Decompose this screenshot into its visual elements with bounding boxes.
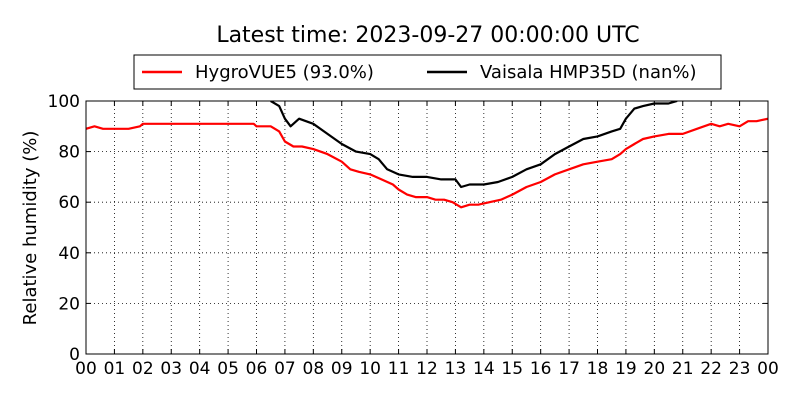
y-tick-label: 100 (48, 92, 80, 112)
x-tick-label: 11 (388, 359, 410, 379)
grid (86, 101, 768, 354)
x-tick-label: 02 (132, 359, 154, 379)
x-tick-label: 05 (217, 359, 239, 379)
x-tick-label: 23 (729, 359, 751, 379)
series-line-vaisala (270, 101, 678, 189)
x-tick-label: 09 (331, 359, 353, 379)
x-tick-label: 01 (104, 359, 126, 379)
legend: HygroVUE5 (93.0%) Vaisala HMP35D (nan%) (133, 54, 722, 90)
plot-frame (85, 100, 769, 355)
x-tick-label: 03 (160, 359, 182, 379)
y-tick-labels: 0 20 40 60 80 100 (48, 92, 80, 365)
y-tick-label: 0 (69, 345, 80, 365)
legend-label-vaisala: Vaisala HMP35D (nan%) (480, 62, 697, 83)
x-tick-label: 10 (359, 359, 381, 379)
x-tick-label: 16 (530, 359, 552, 379)
x-tick-labels: 00 01 02 03 04 05 06 07 08 09 10 11 12 13 14 15 16 17 18 19… (75, 359, 779, 379)
x-tick-label: 19 (615, 359, 637, 379)
legend-label-hygrovue5: HygroVUE5 (93.0%) (195, 62, 374, 83)
x-tick-label: 21 (672, 359, 694, 379)
series-line-hygrovue5 (86, 117, 768, 209)
y-tick-label: 60 (58, 193, 80, 213)
x-tick-label: 04 (189, 359, 211, 379)
x-tick-label: 20 (644, 359, 666, 379)
x-tick-label: 00 (75, 359, 97, 379)
x-tick-label: 07 (274, 359, 296, 379)
x-tick-label: 15 (501, 359, 523, 379)
x-tick-label: 22 (700, 359, 722, 379)
y-axis-label: Relative humidity (%) (20, 131, 41, 326)
series-lines (86, 101, 768, 209)
x-tick-label: 14 (473, 359, 495, 379)
y-tick-label: 40 (58, 244, 80, 264)
x-tick-label: 08 (303, 359, 325, 379)
x-tick-label: 17 (558, 359, 580, 379)
y-tick-label: 80 (58, 143, 80, 163)
x-tick-label: 00 (757, 359, 779, 379)
chart-title: Latest time: 2023-09-27 00:00:00 UTC (216, 23, 639, 48)
x-tick-label: 13 (445, 359, 467, 379)
x-tick-label: 18 (587, 359, 609, 379)
y-tick-label: 20 (58, 294, 80, 314)
axis-ticks (85, 100, 769, 355)
x-tick-label: 12 (416, 359, 438, 379)
x-tick-label: 06 (246, 359, 268, 379)
